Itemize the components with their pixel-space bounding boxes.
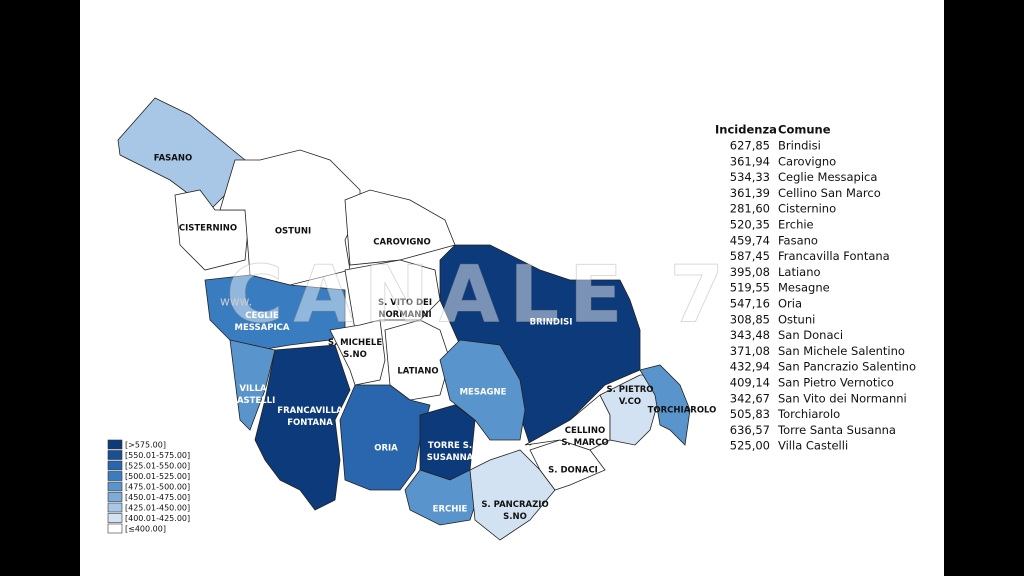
- table-header: Comune: [778, 123, 831, 137]
- table-cell: 534,33: [730, 170, 770, 184]
- table-cell: San Vito dei Normanni: [778, 391, 907, 405]
- table-cell: 361,39: [730, 186, 770, 200]
- table-cell: San Donaci: [778, 328, 843, 342]
- table-cell: Cisternino: [778, 202, 836, 216]
- region-label: FASANO: [154, 154, 192, 164]
- table-cell: 547,16: [730, 297, 770, 311]
- region: [219, 149, 361, 286]
- region-label: FRANCAVILLA FONTANA: [277, 406, 343, 428]
- table-cell: Brindisi: [778, 139, 821, 153]
- table-cell: Torchiarolo: [777, 407, 840, 421]
- table-cell: Ostuni: [778, 312, 815, 326]
- table-cell: Fasano: [778, 233, 818, 247]
- table-cell: 587,45: [730, 249, 770, 263]
- region-label: S. PANCRAZIO S.NO: [481, 500, 548, 522]
- region: [204, 274, 346, 351]
- legend-swatch: [107, 492, 123, 502]
- region-label: S. PIETRO V.CO: [606, 385, 653, 407]
- watermark-url: www.: [220, 295, 252, 309]
- region: [329, 319, 386, 386]
- table-cell: Torre Santa Susanna: [777, 423, 896, 437]
- legend-swatch: [107, 481, 123, 492]
- region: [639, 364, 691, 446]
- region-label: OSTUNI: [275, 227, 311, 237]
- legend-swatch: [107, 471, 123, 481]
- legend-label: [425.01-450.00]: [125, 504, 190, 513]
- map: [117, 97, 691, 541]
- region-label: CEGLIE MESSAPICA: [235, 311, 290, 333]
- region-label: BRINDISI: [530, 318, 573, 328]
- region-label: CAROVIGNO: [373, 238, 430, 248]
- legend-label: [500.01-525.00]: [125, 472, 190, 481]
- legend-swatch: [107, 460, 123, 471]
- legend-label: [400.01-425.00]: [125, 514, 190, 523]
- region-label: TORRE S. SUSANNA: [427, 441, 474, 463]
- legend-label: [≤400.00]: [125, 525, 166, 534]
- legend-swatch: [107, 513, 123, 523]
- table-cell: Cellino San Marco: [778, 186, 881, 200]
- legend-label: [>575.00]: [125, 441, 166, 450]
- table-cell: 627,85: [730, 139, 770, 153]
- region: [344, 189, 456, 266]
- region-label: CELLINO S. MARCO: [561, 426, 608, 448]
- table-cell: Latiano: [778, 265, 821, 279]
- table-cell: San Michele Salentino: [778, 344, 905, 358]
- table: Incidenza Comune 627,85 Brindisi 361,94 Carov…: [715, 123, 916, 453]
- legend-swatch: [107, 450, 123, 460]
- table-cell: 432,94: [730, 360, 770, 374]
- region-labels: FASANO CISTERNINO OSTUNI CAROVIGNO BRINDISI C…: [154, 154, 717, 522]
- region-label: S. VITO DEI NORMANNI: [378, 298, 432, 320]
- table-cell: Ceglie Messapica: [778, 170, 877, 184]
- table-cell: 395,08: [730, 265, 770, 279]
- table-cell: Erchie: [778, 218, 814, 232]
- table-cell: 519,55: [730, 281, 770, 295]
- table-cell: 520,35: [730, 218, 770, 232]
- table-cell: Carovigno: [778, 154, 836, 168]
- legend-swatch: [107, 502, 123, 513]
- region-label: MESAGNE: [460, 388, 507, 398]
- table-cell: San Pancrazio Salentino: [778, 360, 916, 374]
- region-label: S. MICHELE S.NO: [328, 338, 383, 360]
- table-cell: San Pietro Vernotico: [778, 376, 894, 390]
- legend-label: [550.01-575.00]: [125, 451, 190, 460]
- table-cell: 371,08: [730, 344, 770, 358]
- legend-label: [450.01-475.00]: [125, 493, 190, 502]
- region-label: CISTERNINO: [179, 224, 237, 234]
- region-label: ORIA: [374, 444, 398, 454]
- table-cell: Oria: [778, 297, 802, 311]
- legend-label: [475.01-500.00]: [125, 483, 190, 492]
- region: [439, 244, 641, 446]
- watermark: CANALE 7: [226, 250, 734, 340]
- region: [439, 339, 526, 441]
- table-cell: 361,94: [730, 154, 770, 168]
- table-cell: 342,67: [730, 391, 770, 405]
- table-cell: Francavilla Fontana: [778, 249, 890, 263]
- table-cell: 459,74: [730, 233, 770, 247]
- region-label: LATIANO: [397, 367, 438, 377]
- legend-swatch: [107, 523, 123, 534]
- region-label: ERCHIE: [433, 505, 468, 515]
- table-cell: Villa Castelli: [778, 439, 848, 453]
- region: [254, 344, 351, 511]
- table-cell: 525,00: [730, 439, 770, 453]
- table-cell: 636,57: [730, 423, 770, 437]
- table-header: Incidenza: [715, 123, 777, 137]
- table-cell: 308,85: [730, 312, 770, 326]
- table-cell: 281,60: [730, 202, 770, 216]
- table-cell: 505,83: [730, 407, 770, 421]
- table-cell: Mesagne: [778, 281, 830, 295]
- region: [229, 339, 276, 431]
- region: [117, 97, 246, 216]
- legend: [>575.00][550.01-575.00][525.01-550.00][…: [107, 439, 190, 534]
- region-label: TORCHIAROLO: [648, 406, 717, 416]
- table-cell: 409,14: [730, 376, 770, 390]
- region-label: S. DONACI: [548, 466, 598, 476]
- table-cell: 343,48: [730, 328, 770, 342]
- region-label: VILLA CASTELLI: [231, 384, 276, 406]
- legend-label: [525.01-550.00]: [125, 462, 190, 471]
- legend-swatch: [107, 439, 123, 450]
